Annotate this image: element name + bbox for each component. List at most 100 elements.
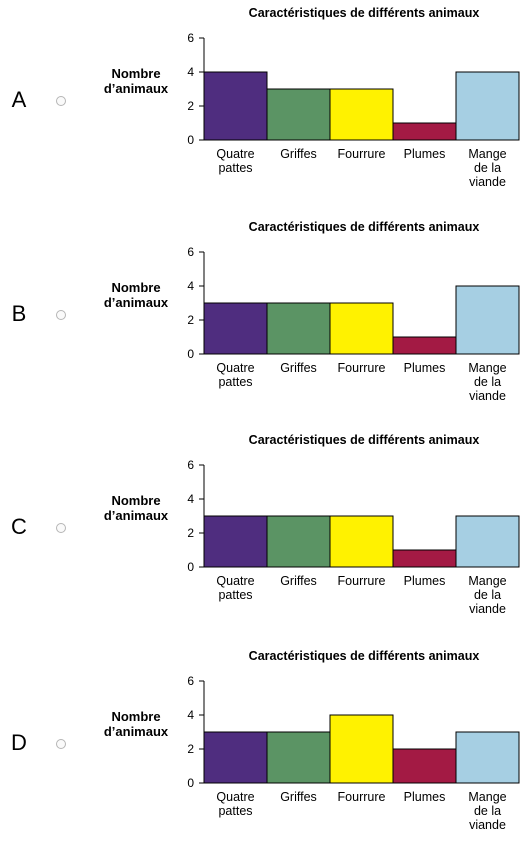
y-axis-label-line: Nombre bbox=[111, 280, 160, 295]
x-category-label: Quatre pattes bbox=[216, 147, 254, 175]
chart-title: Caractéristiques de différents animaux bbox=[249, 6, 480, 20]
x-category-label-line: de la bbox=[474, 161, 501, 175]
y-axis-label-line: d’animaux bbox=[104, 295, 169, 310]
option-letter: A bbox=[11, 87, 27, 112]
y-tick-label: 2 bbox=[187, 742, 194, 756]
bar bbox=[392, 748, 457, 784]
x-category-label: Fourrure bbox=[338, 361, 386, 375]
y-tick-label: 6 bbox=[187, 674, 194, 688]
y-axis-label: Nombre d’animaux bbox=[104, 709, 169, 739]
x-category-label-line: viande bbox=[469, 602, 506, 616]
y-axis-label: Nombre d’animaux bbox=[104, 493, 169, 523]
bar bbox=[455, 71, 520, 141]
x-category-label-line: Fourrure bbox=[338, 574, 386, 588]
bar bbox=[455, 285, 520, 355]
chart-title: Caractéristiques de différents animaux bbox=[249, 433, 480, 447]
y-axis-label-line: d’animaux bbox=[104, 81, 169, 96]
y-tick-label: 0 bbox=[187, 560, 194, 574]
x-category-label: Quatre pattes bbox=[216, 574, 254, 602]
x-category-label-line: Mange bbox=[468, 790, 506, 804]
x-category-label: Mange de la viande bbox=[468, 790, 506, 832]
bar bbox=[266, 88, 331, 141]
x-category-label-line: pattes bbox=[218, 588, 252, 602]
y-tick-label: 2 bbox=[187, 313, 194, 327]
bar bbox=[392, 122, 457, 141]
bar bbox=[266, 302, 331, 355]
x-category-label: Plumes bbox=[404, 147, 446, 161]
x-category-label-line: de la bbox=[474, 588, 501, 602]
y-axis-label-line: d’animaux bbox=[104, 724, 169, 739]
bar bbox=[329, 515, 394, 568]
x-category-label: Mange de la viande bbox=[468, 147, 506, 189]
y-tick-label: 4 bbox=[187, 279, 194, 293]
x-category-label: Plumes bbox=[404, 574, 446, 588]
x-category-label: Fourrure bbox=[338, 147, 386, 161]
x-category-label-line: pattes bbox=[218, 804, 252, 818]
x-category-label: Mange de la viande bbox=[468, 361, 506, 403]
bar bbox=[266, 515, 331, 568]
x-category-label-line: Plumes bbox=[404, 147, 446, 161]
chart-title: Caractéristiques de différents animaux bbox=[249, 220, 480, 234]
y-tick-label: 0 bbox=[187, 776, 194, 790]
bar bbox=[455, 731, 520, 784]
option-letter: D bbox=[11, 730, 27, 755]
radio-button-d[interactable] bbox=[56, 739, 66, 749]
bar bbox=[392, 336, 457, 355]
x-category-label: Plumes bbox=[404, 790, 446, 804]
x-category-label-line: Quatre bbox=[216, 790, 254, 804]
y-tick-label: 6 bbox=[187, 458, 194, 472]
bar bbox=[203, 731, 268, 784]
bar bbox=[203, 71, 268, 141]
option-b[interactable]: B Caractéristiques de différents animaux N… bbox=[0, 214, 525, 414]
x-category-label-line: viande bbox=[469, 818, 506, 832]
x-category-label-line: viande bbox=[469, 175, 506, 189]
x-category-label-line: Plumes bbox=[404, 574, 446, 588]
x-category-label-line: Plumes bbox=[404, 790, 446, 804]
x-category-label: Quatre pattes bbox=[216, 361, 254, 389]
x-category-label: Quatre pattes bbox=[216, 790, 254, 818]
y-axis-label-line: Nombre bbox=[111, 709, 160, 724]
x-category-label-line: viande bbox=[469, 389, 506, 403]
radio-button-a[interactable] bbox=[56, 96, 66, 106]
chart-title: Caractéristiques de différents animaux bbox=[249, 649, 480, 663]
x-category-label-line: de la bbox=[474, 375, 501, 389]
x-category-label-line: de la bbox=[474, 804, 501, 818]
x-category-label: Griffes bbox=[280, 361, 317, 375]
bar-chart: Caractéristiques de différents animaux No… bbox=[104, 220, 520, 403]
x-category-label-line: Plumes bbox=[404, 361, 446, 375]
option-c[interactable]: C Caractéristiques de différents animaux N… bbox=[0, 427, 525, 627]
x-category-label: Plumes bbox=[404, 361, 446, 375]
bar bbox=[329, 302, 394, 355]
bar-chart: Caractéristiques de différents animaux No… bbox=[104, 649, 520, 832]
y-tick-label: 6 bbox=[187, 245, 194, 259]
x-category-label-line: Quatre bbox=[216, 361, 254, 375]
bar bbox=[455, 515, 520, 568]
x-category-label-line: Griffes bbox=[280, 361, 317, 375]
x-category-label-line: Mange bbox=[468, 147, 506, 161]
x-category-label-line: Griffes bbox=[280, 574, 317, 588]
x-category-label-line: Mange bbox=[468, 574, 506, 588]
radio-button-c[interactable] bbox=[56, 523, 66, 533]
x-category-label: Griffes bbox=[280, 790, 317, 804]
x-category-label: Mange de la viande bbox=[468, 574, 506, 616]
bar bbox=[203, 302, 268, 355]
bar bbox=[392, 549, 457, 568]
bar-chart: Caractéristiques de différents animaux No… bbox=[104, 6, 520, 189]
x-category-label-line: Griffes bbox=[280, 147, 317, 161]
x-category-label-line: Fourrure bbox=[338, 147, 386, 161]
x-category-label-line: Fourrure bbox=[338, 790, 386, 804]
x-category-label: Griffes bbox=[280, 147, 317, 161]
y-tick-label: 0 bbox=[187, 347, 194, 361]
x-category-label: Fourrure bbox=[338, 790, 386, 804]
option-d[interactable]: D Caractéristiques de différents animaux N… bbox=[0, 643, 525, 843]
bar bbox=[329, 88, 394, 141]
option-a[interactable]: A Caractéristiques de différents animaux N… bbox=[0, 0, 525, 200]
x-category-label-line: pattes bbox=[218, 375, 252, 389]
y-tick-label: 2 bbox=[187, 99, 194, 113]
bar-chart: Caractéristiques de différents animaux No… bbox=[104, 433, 520, 616]
x-category-label-line: pattes bbox=[218, 161, 252, 175]
x-category-label-line: Quatre bbox=[216, 574, 254, 588]
radio-button-b[interactable] bbox=[56, 310, 66, 320]
y-axis-label-line: Nombre bbox=[111, 493, 160, 508]
bar bbox=[266, 731, 331, 784]
